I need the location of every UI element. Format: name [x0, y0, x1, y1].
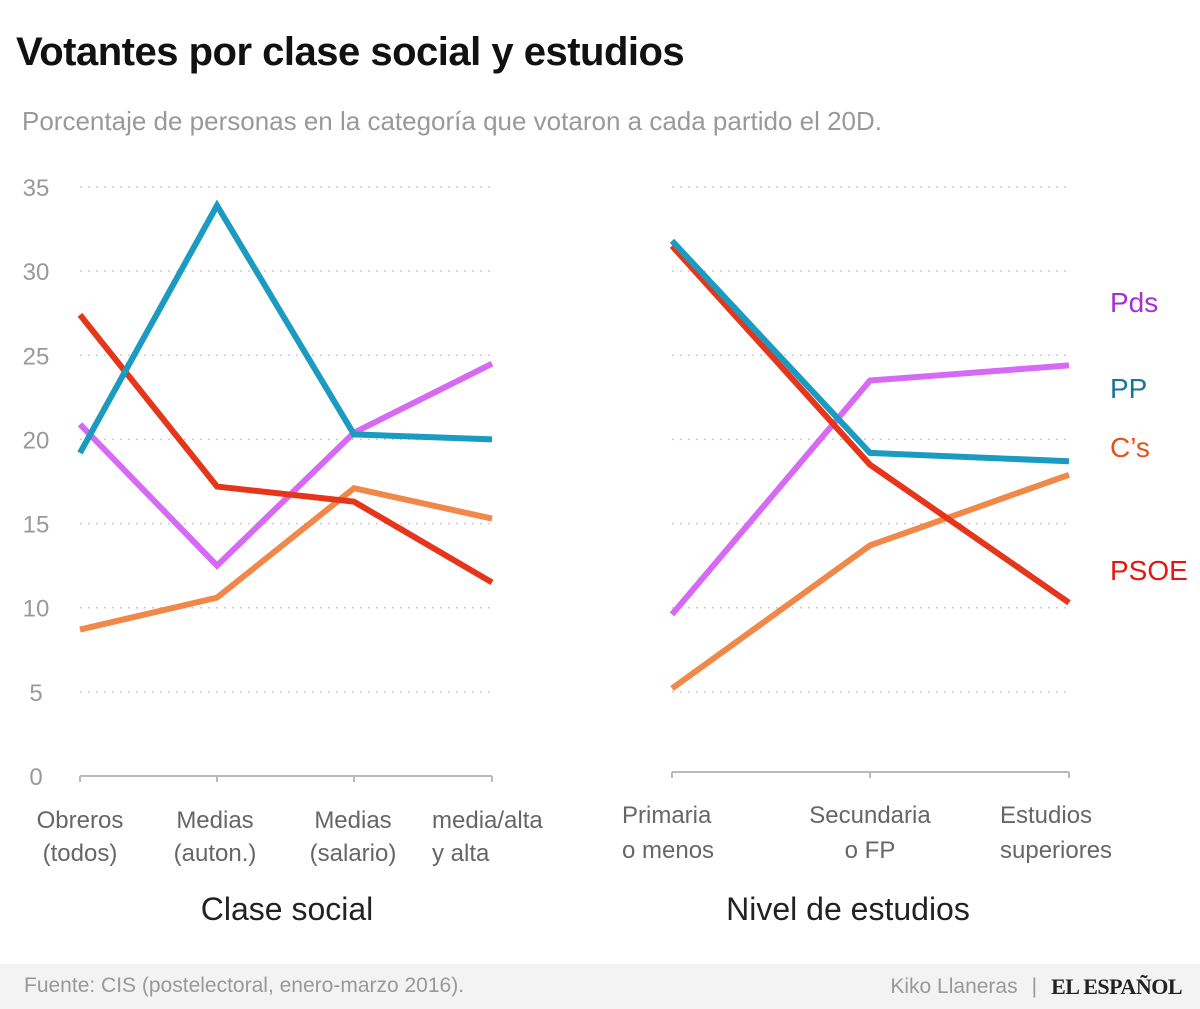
el-espanol-logo: EL ESPAÑOL: [1051, 973, 1182, 999]
y-tick-label: 15: [23, 512, 50, 539]
x-axis-title: Nivel de estudios: [726, 891, 970, 927]
x-tick-label: o FP: [845, 837, 896, 864]
x-tick-label: (salario): [310, 840, 397, 867]
author: Kiko Llaneras: [890, 974, 1018, 998]
series-line-psoe: [669, 243, 1071, 606]
legend-label-1: PP: [1110, 373, 1147, 404]
series-line-cs: [670, 471, 1071, 691]
source-note: Fuente: CIS (postelectoral, enero-marzo …: [24, 974, 465, 997]
y-tick-label: 0: [29, 764, 42, 791]
x-tick-label: o menos: [622, 837, 714, 864]
x-tick-label: Secundaria: [809, 802, 931, 829]
series-line-pp: [77, 199, 493, 455]
y-tick-label: 25: [23, 343, 50, 370]
series-line-psoe: [77, 313, 494, 586]
legend-label-3: PSOE: [1110, 555, 1188, 586]
chart-title: Votantes por clase social y estudios: [16, 30, 685, 74]
separator: |: [1031, 974, 1038, 998]
x-tick-label: Medias: [314, 807, 391, 834]
x-tick-label: Estudios: [1000, 802, 1092, 829]
y-tick-label: 30: [23, 259, 50, 286]
x-axis-title: Clase social: [201, 891, 374, 927]
x-tick-label: superiores: [1000, 837, 1112, 864]
series-line-pds: [77, 361, 494, 570]
y-tick-label: 20: [23, 427, 50, 454]
legend-label-2: C’s: [1110, 432, 1150, 463]
legend-label-0: Pds: [1110, 287, 1158, 318]
x-tick-label: (todos): [43, 840, 118, 867]
y-tick-label: 10: [23, 596, 50, 623]
series-line-cs: [79, 484, 493, 633]
x-tick-label: media/alta: [432, 807, 543, 834]
chart-subtitle: Porcentaje de personas en la categoría q…: [22, 106, 883, 136]
chart-svg: 0 5 10 15 20 25 30 35 Obreros (todos) Medias (auton…: [23, 175, 1188, 927]
x-tick-label: Medias: [176, 807, 253, 834]
x-tick-label: Obreros: [37, 807, 124, 834]
footer: Fuente: CIS (postelectoral, enero-marzo …: [0, 964, 1200, 1009]
x-tick-label: (auton.): [174, 840, 257, 867]
y-tick-label: 5: [29, 680, 42, 707]
series-line-pds: [669, 362, 1070, 617]
series-line-pp: [669, 238, 1070, 465]
credits: Kiko Llaneras | EL ESPAÑOL: [890, 964, 1182, 1009]
x-tick-label: y alta: [432, 840, 490, 867]
y-tick-label: 35: [23, 175, 50, 202]
x-tick-label: Primaria: [622, 802, 712, 829]
